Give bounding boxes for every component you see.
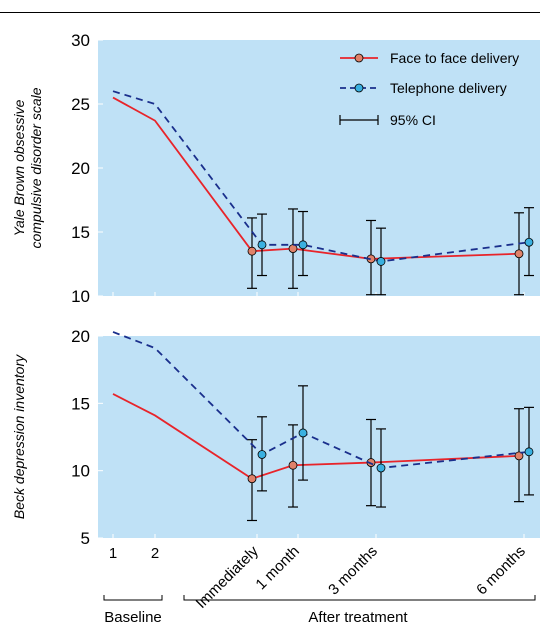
y-tick-label: 30 (71, 31, 90, 50)
y-tick-label: 5 (81, 529, 90, 548)
x-tick-label: 1 (109, 545, 117, 562)
x-tick-label: 3 months (325, 543, 381, 599)
after-treatment-label: After treatment (308, 609, 408, 626)
baseline-bracket (103, 595, 163, 601)
data-point (288, 460, 298, 470)
y-axis-label: Beck depression inventory (11, 354, 27, 519)
y-axis-label-line: Yale Brown obsessive (11, 99, 27, 236)
y-tick-label: 15 (71, 223, 90, 242)
data-point (524, 447, 534, 457)
series-line-telephone (112, 331, 530, 469)
plot-panel-1 (98, 40, 540, 296)
data-point (514, 451, 524, 461)
x-tick-label: Immediately (193, 542, 263, 612)
y-tick-label: 10 (71, 287, 90, 306)
legend-marker-telephone (354, 83, 364, 93)
data-point (514, 249, 524, 259)
x-tick-label: 2 (151, 545, 159, 562)
data-point (247, 246, 257, 256)
series-line-face-to-face (112, 393, 520, 480)
x-tick-label: 1 month (252, 543, 302, 593)
y-tick-label: 20 (71, 327, 90, 346)
legend-label-face-to-face: Face to face delivery (390, 50, 519, 66)
y-tick-label: 15 (71, 394, 90, 413)
after-treatment-bracket (183, 595, 536, 601)
legend-label-telephone: Telephone delivery (390, 80, 507, 96)
legend-marker-face-to-face (354, 53, 364, 63)
plot-panel-2 (98, 336, 540, 538)
series-line-face-to-face (112, 96, 520, 260)
data-point (288, 244, 298, 254)
y-axis-label-line: compulsive disorder scale (28, 87, 44, 248)
data-point (298, 428, 308, 438)
data-point (257, 240, 267, 250)
y-tick-label: 10 (71, 462, 90, 481)
data-point (298, 240, 308, 250)
data-point (376, 463, 386, 473)
baseline-label: Baseline (104, 609, 162, 626)
data-point (524, 237, 534, 247)
x-tick-label: 6 months (473, 543, 529, 599)
y-tick-label: 25 (71, 95, 90, 114)
y-tick-label: 20 (71, 159, 90, 178)
data-point (247, 474, 257, 484)
legend-label-ci: 95% CI (390, 112, 436, 128)
top-rule (0, 12, 540, 13)
series-line-telephone (112, 90, 530, 263)
data-point (257, 450, 267, 459)
y-axis-label-line: Beck depression inventory (11, 354, 27, 519)
y-axis-label: Yale Brown obsessivecompulsive disorder … (11, 87, 44, 248)
data-point (376, 257, 386, 266)
